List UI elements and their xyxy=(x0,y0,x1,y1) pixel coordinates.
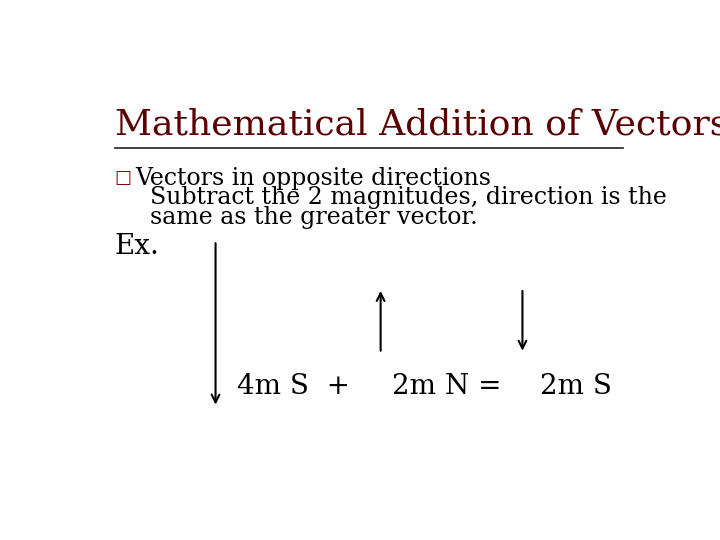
Text: Subtract the 2 magnitudes, direction is the: Subtract the 2 magnitudes, direction is … xyxy=(150,186,667,210)
Text: 2m N =: 2m N = xyxy=(392,373,502,400)
Text: 4m S  +: 4m S + xyxy=(238,373,350,400)
Text: Ex.: Ex. xyxy=(114,233,160,260)
Text: 2m S: 2m S xyxy=(539,373,611,400)
Text: Mathematical Addition of Vectors: Mathematical Addition of Vectors xyxy=(114,108,720,142)
Text: Vectors in opposite directions: Vectors in opposite directions xyxy=(135,167,491,190)
Text: same as the greater vector.: same as the greater vector. xyxy=(150,206,478,229)
Text: □: □ xyxy=(114,168,132,187)
